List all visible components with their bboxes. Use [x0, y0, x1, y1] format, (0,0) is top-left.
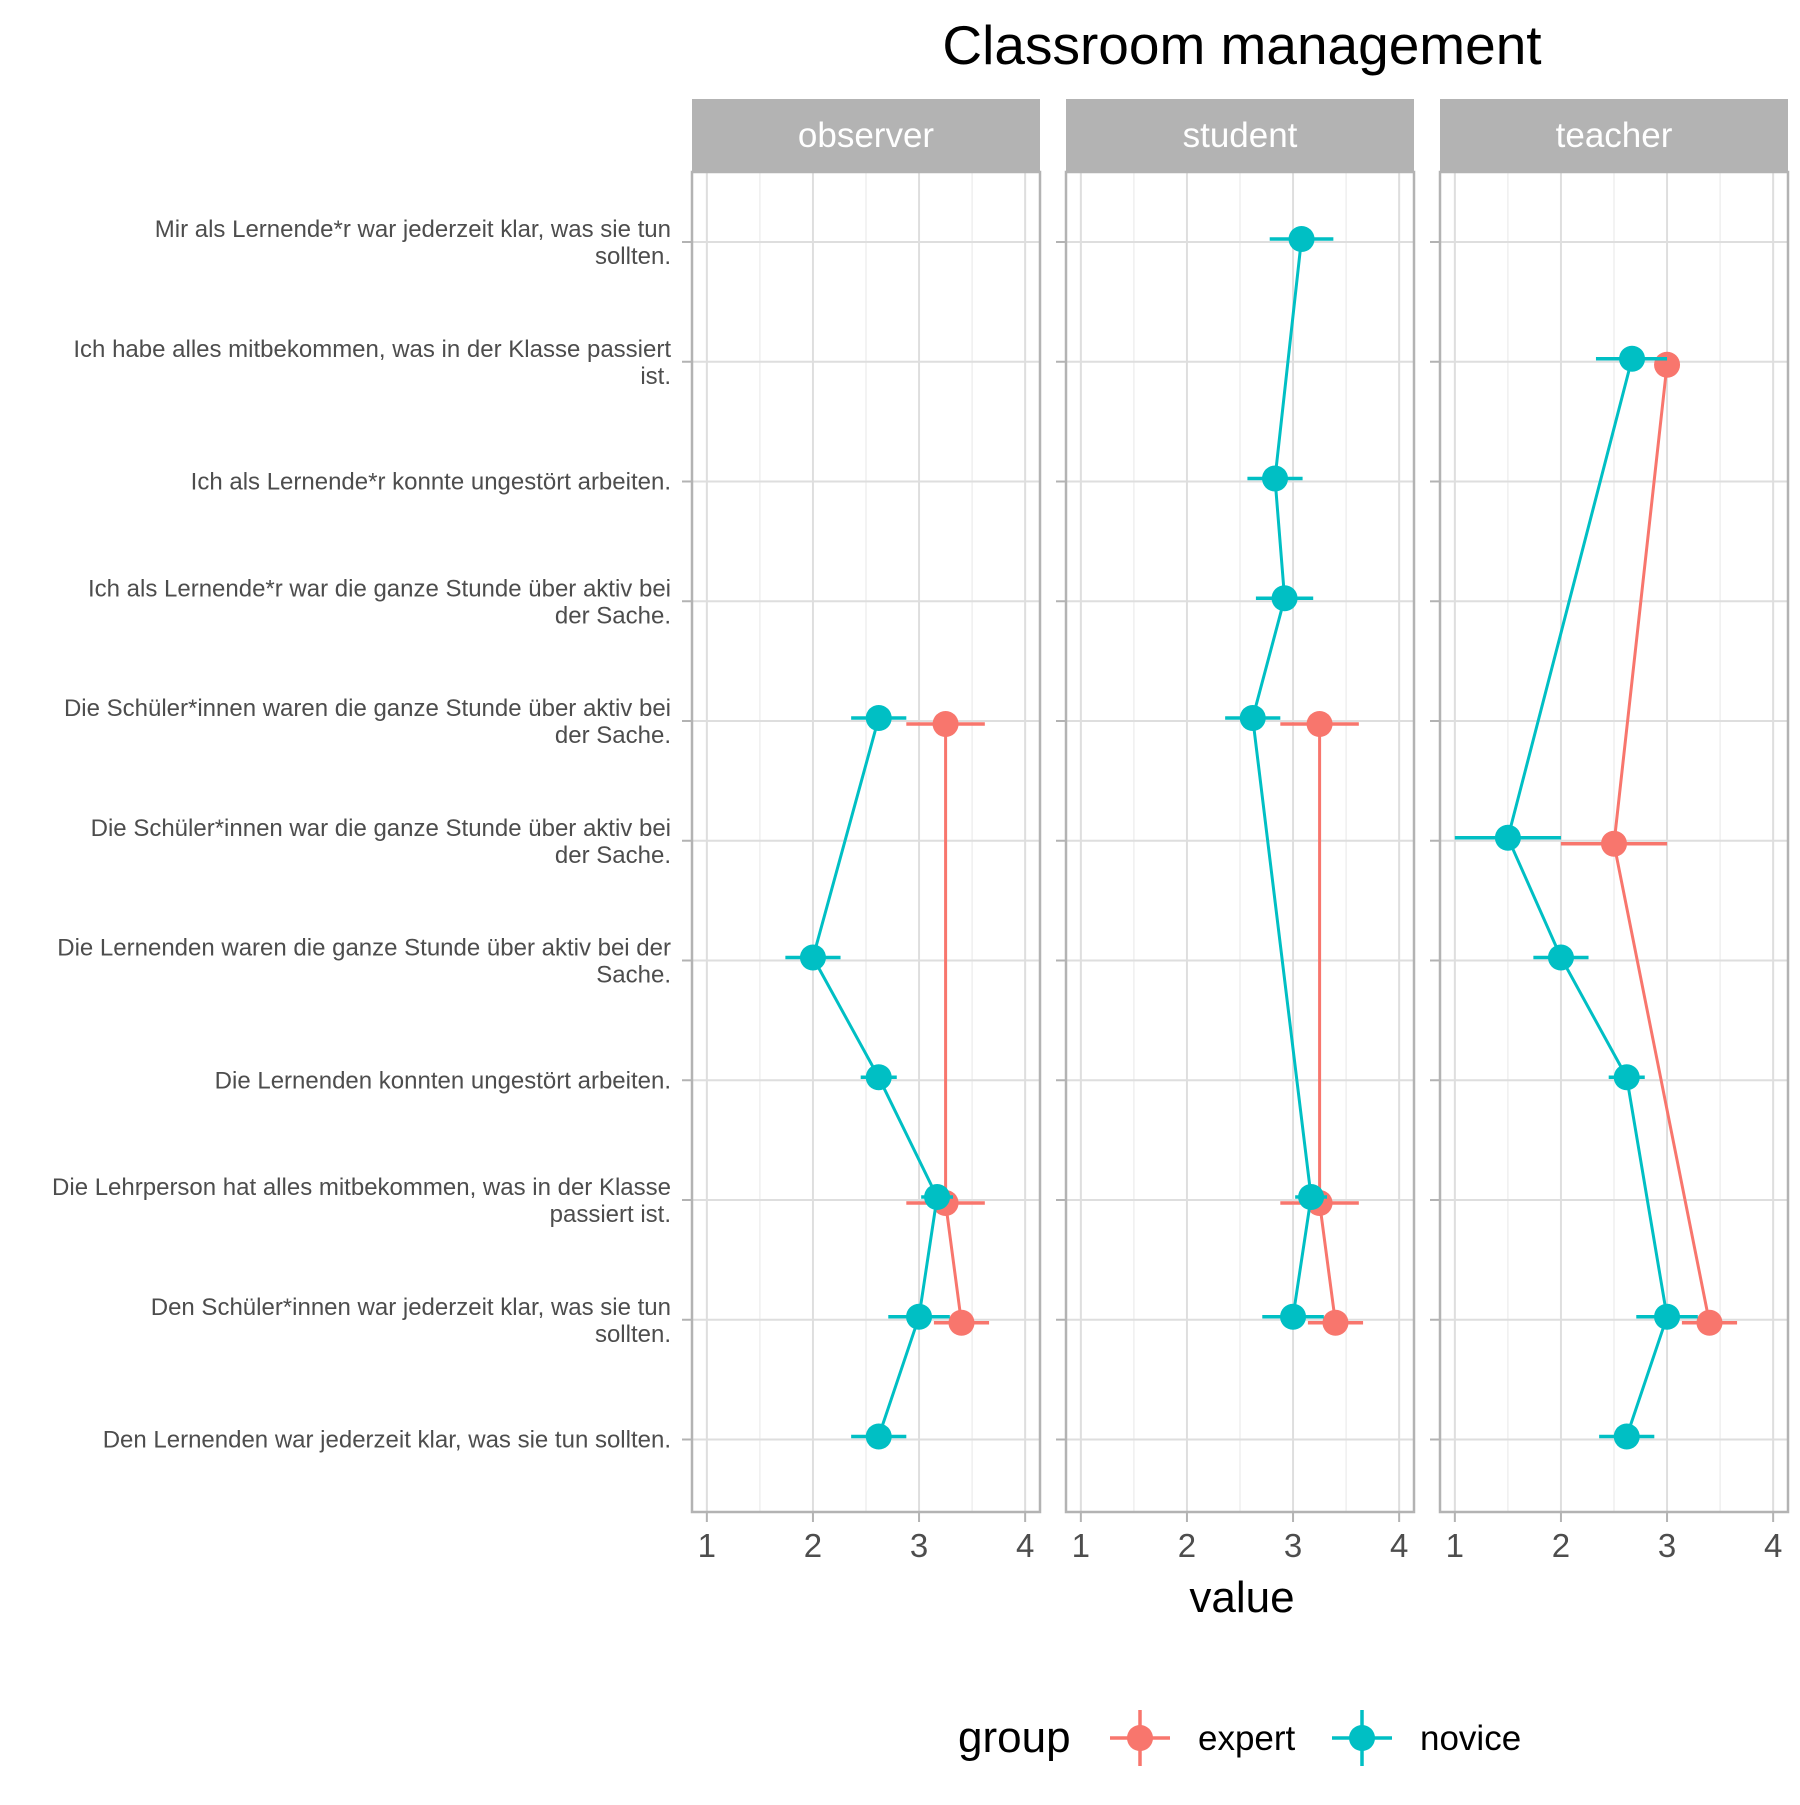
x-tick-label-observer-3: 3 — [910, 1527, 928, 1564]
data-point-novice — [1298, 1184, 1325, 1210]
y-tick-label-line: Die Schüler*innen waren die ganze Stunde… — [64, 695, 671, 722]
y-tick-label-item-3: Ich als Lernende*r konnte ungestört arbe… — [191, 469, 671, 496]
series-novice-student — [1225, 226, 1334, 1330]
series-line-novice — [1506, 358, 1669, 1437]
data-point-expert — [1322, 1309, 1349, 1336]
panels-layer: observer 1 2 3 4 student 1 2 3 4 teacher 1 2 3 4 — [682, 99, 1790, 1564]
y-tick-label-line: Sache. — [596, 962, 671, 989]
x-tick-label-teacher-1: 1 — [1446, 1527, 1464, 1564]
y-tick-label-line: Den Schüler*innen war jederzeit klar, wa… — [151, 1294, 671, 1321]
y-tick-label-item-6: Die Schüler*innen war die ganze Stunde ü… — [91, 815, 671, 869]
data-point-expert — [1306, 711, 1333, 737]
y-tick-label-line: sollten. — [595, 243, 671, 270]
y-tick-label-item-5: Die Schüler*innen waren die ganze Stunde… — [64, 695, 671, 749]
x-tick-label-teacher-4: 4 — [1764, 1527, 1782, 1564]
data-point-expert — [932, 711, 959, 737]
panel-border-student — [1064, 170, 1416, 1514]
y-tick-label-item-9: Die Lehrperson hat alles mitbekommen, wa… — [52, 1174, 671, 1228]
y-tick-label-line: der Sache. — [555, 602, 671, 629]
data-point-novice — [1654, 1303, 1681, 1330]
x-tick-label-student-1: 1 — [1072, 1527, 1090, 1564]
series-expert-teacher — [1560, 351, 1738, 1336]
y-tick-label-item-1: Mir als Lernende*r war jederzeit klar, w… — [155, 216, 671, 270]
y-tick-label-item-2: Ich habe alles mitbekommen, was in der K… — [73, 336, 671, 390]
data-point-novice — [865, 1064, 892, 1091]
y-tick-label-line: der Sache. — [555, 842, 671, 869]
x-tick-label-student-2: 2 — [1178, 1527, 1196, 1564]
panel-observer: observer 1 2 3 4 — [682, 99, 1042, 1564]
legend-key-point-expert — [1127, 1725, 1153, 1751]
y-tick-label-line: Ich als Lernende*r konnte ungestört arbe… — [191, 469, 671, 496]
y-tick-label-line: sollten. — [595, 1321, 671, 1348]
data-point-novice — [1271, 585, 1298, 612]
x-tick-label-observer-4: 4 — [1016, 1527, 1034, 1564]
data-point-expert — [1696, 1309, 1723, 1336]
legend-title: group — [958, 1713, 1071, 1762]
data-point-novice — [1262, 465, 1289, 492]
panel-border-observer — [690, 170, 1042, 1514]
data-point-novice — [924, 1184, 951, 1210]
strip-label-teacher: teacher — [1556, 116, 1673, 155]
panel-border-teacher — [1438, 170, 1790, 1514]
strip-teacher — [1440, 99, 1788, 172]
x-tick-label-observer-2: 2 — [804, 1527, 822, 1564]
data-point-novice — [1619, 345, 1646, 372]
data-point-novice — [1613, 1423, 1640, 1450]
x-axis-title: value — [1189, 1573, 1294, 1622]
data-point-expert — [1654, 351, 1681, 378]
data-point-novice — [1613, 1064, 1640, 1091]
y-tick-label-line: Ich habe alles mitbekommen, was in der K… — [73, 336, 671, 363]
y-tick-label-item-11: Den Lernenden war jederzeit klar, was si… — [103, 1427, 671, 1454]
data-point-expert — [948, 1309, 975, 1336]
strip-label-observer: observer — [798, 116, 935, 155]
y-tick-label-line: der Sache. — [555, 722, 671, 749]
data-point-novice — [1280, 1303, 1307, 1330]
data-point-novice — [1288, 226, 1315, 252]
y-tick-label-line: Die Schüler*innen war die ganze Stunde ü… — [91, 815, 671, 842]
strip-observer — [692, 99, 1040, 172]
data-point-novice — [1494, 824, 1521, 851]
data-point-novice — [1239, 705, 1266, 731]
data-point-novice — [906, 1303, 933, 1330]
panel-student: student 1 2 3 4 — [1056, 99, 1416, 1564]
x-tick-label-teacher-3: 3 — [1658, 1527, 1676, 1564]
data-point-novice — [799, 944, 826, 971]
y-tick-label-line: Die Lernenden konnten ungestört arbeiten… — [215, 1067, 671, 1094]
data-point-novice — [865, 1423, 892, 1450]
series-line-novice — [1251, 238, 1313, 1318]
x-tick-label-teacher-2: 2 — [1552, 1527, 1570, 1564]
y-tick-label-line: ist. — [640, 363, 671, 390]
y-tick-label-item-7: Die Lernenden waren die ganze Stunde übe… — [57, 935, 671, 989]
data-point-novice — [1547, 944, 1574, 971]
series-novice-teacher — [1454, 345, 1698, 1450]
chart-title: Classroom management — [942, 14, 1541, 76]
y-tick-label-item-4: Ich als Lernende*r war die ganze Stunde … — [88, 575, 671, 629]
legend-key-point-novice — [1349, 1725, 1375, 1751]
y-tick-label-line: Die Lehrperson hat alles mitbekommen, wa… — [52, 1174, 671, 1201]
data-point-expert — [1601, 830, 1627, 857]
y-tick-label-item-8: Die Lernenden konnten ungestört arbeiten… — [215, 1067, 671, 1094]
series-novice-observer — [785, 705, 953, 1450]
x-tick-label-observer-1: 1 — [698, 1527, 716, 1564]
x-tick-label-student-3: 3 — [1284, 1527, 1302, 1564]
strip-student — [1066, 99, 1414, 172]
y-tick-label-item-10: Den Schüler*innen war jederzeit klar, wa… — [151, 1294, 671, 1348]
x-tick-label-student-4: 4 — [1390, 1527, 1408, 1564]
legend-label-expert: expert — [1198, 1719, 1296, 1758]
strip-label-student: student — [1183, 116, 1298, 155]
series-line-novice — [811, 717, 939, 1437]
data-point-novice — [865, 705, 892, 731]
legend-label-novice: novice — [1420, 1719, 1521, 1758]
y-tick-label-line: Mir als Lernende*r war jederzeit klar, w… — [155, 216, 671, 243]
y-tick-label-line: Ich als Lernende*r war die ganze Stunde … — [88, 575, 671, 602]
y-tick-label-line: passiert ist. — [550, 1201, 671, 1228]
y-tick-label-line: Den Lernenden war jederzeit klar, was si… — [103, 1427, 671, 1454]
panel-teacher: teacher 1 2 3 4 — [1430, 99, 1790, 1564]
y-tick-label-line: Die Lernenden waren die ganze Stunde übe… — [57, 935, 671, 962]
